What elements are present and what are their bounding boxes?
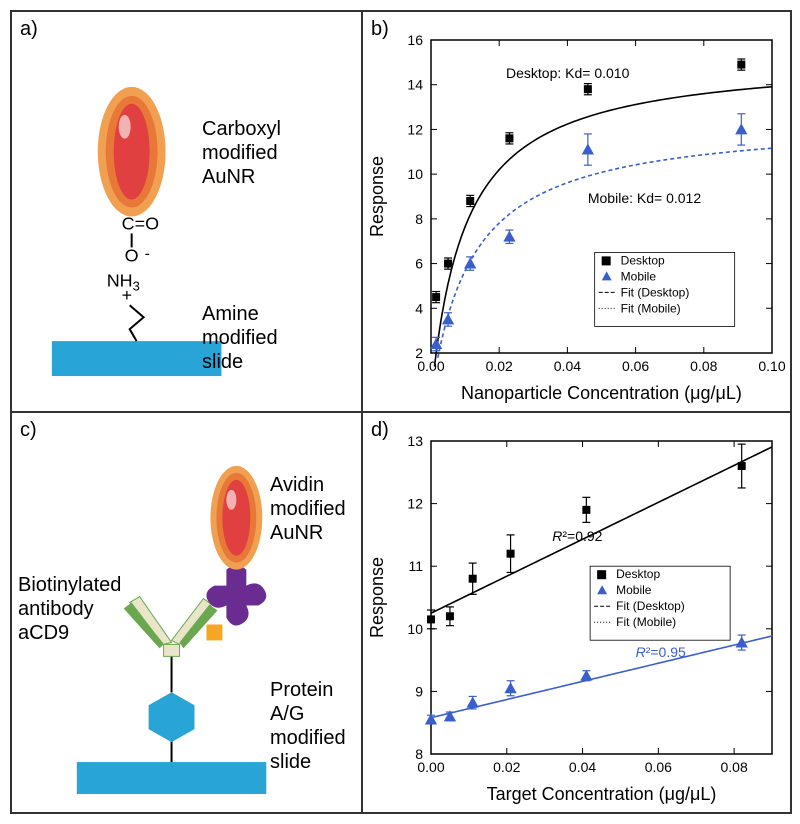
svg-text:16: 16: [407, 32, 423, 48]
panel-a: a) + NH3 O - C=O Carboxyl modified A: [11, 11, 362, 412]
svg-text:11: 11: [408, 558, 423, 574]
svg-text:12: 12: [407, 121, 423, 137]
label-aunr-c: Avidin modified AuNR: [270, 473, 346, 545]
svg-text:Target Concentration (μg/μL): Target Concentration (μg/μL): [487, 784, 717, 804]
antibody-icon: [124, 597, 218, 693]
svg-text:Desktop: Desktop: [621, 253, 665, 267]
chart-b: 0.000.020.040.060.080.10246810121416Nano…: [363, 12, 790, 411]
amine-nh3: NH3: [107, 270, 140, 293]
svg-text:10: 10: [407, 621, 423, 637]
svg-text:Fit (Desktop): Fit (Desktop): [616, 599, 685, 613]
svg-text:0.06: 0.06: [622, 358, 649, 374]
biotin-icon: [206, 624, 222, 640]
slide-rect: [52, 341, 222, 376]
carboxyl-c: C=O: [122, 213, 159, 233]
svg-text:6: 6: [415, 256, 423, 272]
svg-text:Response: Response: [367, 156, 387, 237]
svg-text:0.04: 0.04: [569, 759, 596, 775]
svg-text:Nanoparticle Concentration (μg: Nanoparticle Concentration (μg/μL): [461, 383, 742, 403]
svg-text:Desktop: Kd= 0.010: Desktop: Kd= 0.010: [506, 65, 630, 81]
svg-text:Fit (Mobile): Fit (Mobile): [621, 301, 681, 315]
svg-text:Response: Response: [367, 557, 387, 638]
svg-text:0.02: 0.02: [486, 358, 513, 374]
svg-text:4: 4: [415, 300, 423, 316]
svg-text:R²=0.95: R²=0.95: [636, 644, 686, 660]
figure-grid: a) + NH3 O - C=O Carboxyl modified A: [10, 10, 792, 814]
panel-c: c): [11, 412, 362, 813]
panel-a-label: a): [20, 18, 38, 41]
aunr-icon-c: [210, 466, 262, 570]
svg-text:12: 12: [407, 496, 423, 512]
svg-text:Mobile: Mobile: [616, 583, 652, 597]
avidin-icon: [206, 566, 266, 626]
label-slide-c: Protein A/G modified slide: [270, 678, 346, 774]
panel-b: b) 0.000.020.040.060.080.10246810121416N…: [362, 11, 791, 412]
protein-ag-icon: [149, 692, 195, 742]
svg-text:8: 8: [415, 211, 423, 227]
carboxyl-o: O: [125, 245, 139, 265]
svg-text:0.02: 0.02: [493, 759, 520, 775]
svg-text:0.04: 0.04: [554, 358, 581, 374]
amine-linker-icon: [130, 305, 144, 341]
diagram-a: + NH3 O - C=O: [12, 12, 361, 411]
svg-text:13: 13: [407, 433, 423, 449]
slide-rect-c: [77, 762, 266, 794]
panel-d: d) 0.000.020.040.060.088910111213Target …: [362, 412, 791, 813]
svg-text:Desktop: Desktop: [616, 567, 660, 581]
svg-text:10: 10: [407, 166, 423, 182]
label-aunr-a: Carboxyl modified AuNR: [202, 117, 281, 189]
label-antibody-c: Biotinylated antibody aCD9: [18, 573, 121, 645]
svg-text:0.08: 0.08: [720, 759, 747, 775]
svg-text:Mobile: Kd= 0.012: Mobile: Kd= 0.012: [588, 190, 701, 206]
svg-text:Fit (Mobile): Fit (Mobile): [616, 615, 676, 629]
svg-text:0.06: 0.06: [645, 759, 672, 775]
svg-text:9: 9: [415, 683, 423, 699]
panel-b-label: b): [371, 18, 389, 41]
svg-text:14: 14: [407, 77, 423, 93]
carboxyl-minus: -: [145, 245, 150, 262]
panel-d-label: d): [371, 419, 389, 442]
panel-c-label: c): [20, 419, 37, 442]
label-slide-a: Amine modified slide: [202, 302, 278, 374]
svg-text:2: 2: [415, 345, 423, 361]
svg-text:0.10: 0.10: [758, 358, 785, 374]
svg-text:R²=0.92: R²=0.92: [552, 528, 602, 544]
svg-text:0.08: 0.08: [690, 358, 717, 374]
chart-d: 0.000.020.040.060.088910111213Target Con…: [363, 413, 790, 812]
svg-text:Fit (Desktop): Fit (Desktop): [621, 285, 690, 299]
svg-text:Mobile: Mobile: [621, 269, 657, 283]
aunr-icon: [98, 87, 166, 217]
svg-text:8: 8: [415, 746, 423, 762]
